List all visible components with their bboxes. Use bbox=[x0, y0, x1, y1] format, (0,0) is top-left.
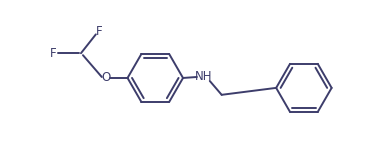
Text: F: F bbox=[50, 47, 56, 60]
Text: F: F bbox=[95, 25, 102, 38]
Text: NH: NH bbox=[195, 70, 213, 84]
Text: O: O bbox=[101, 71, 110, 84]
